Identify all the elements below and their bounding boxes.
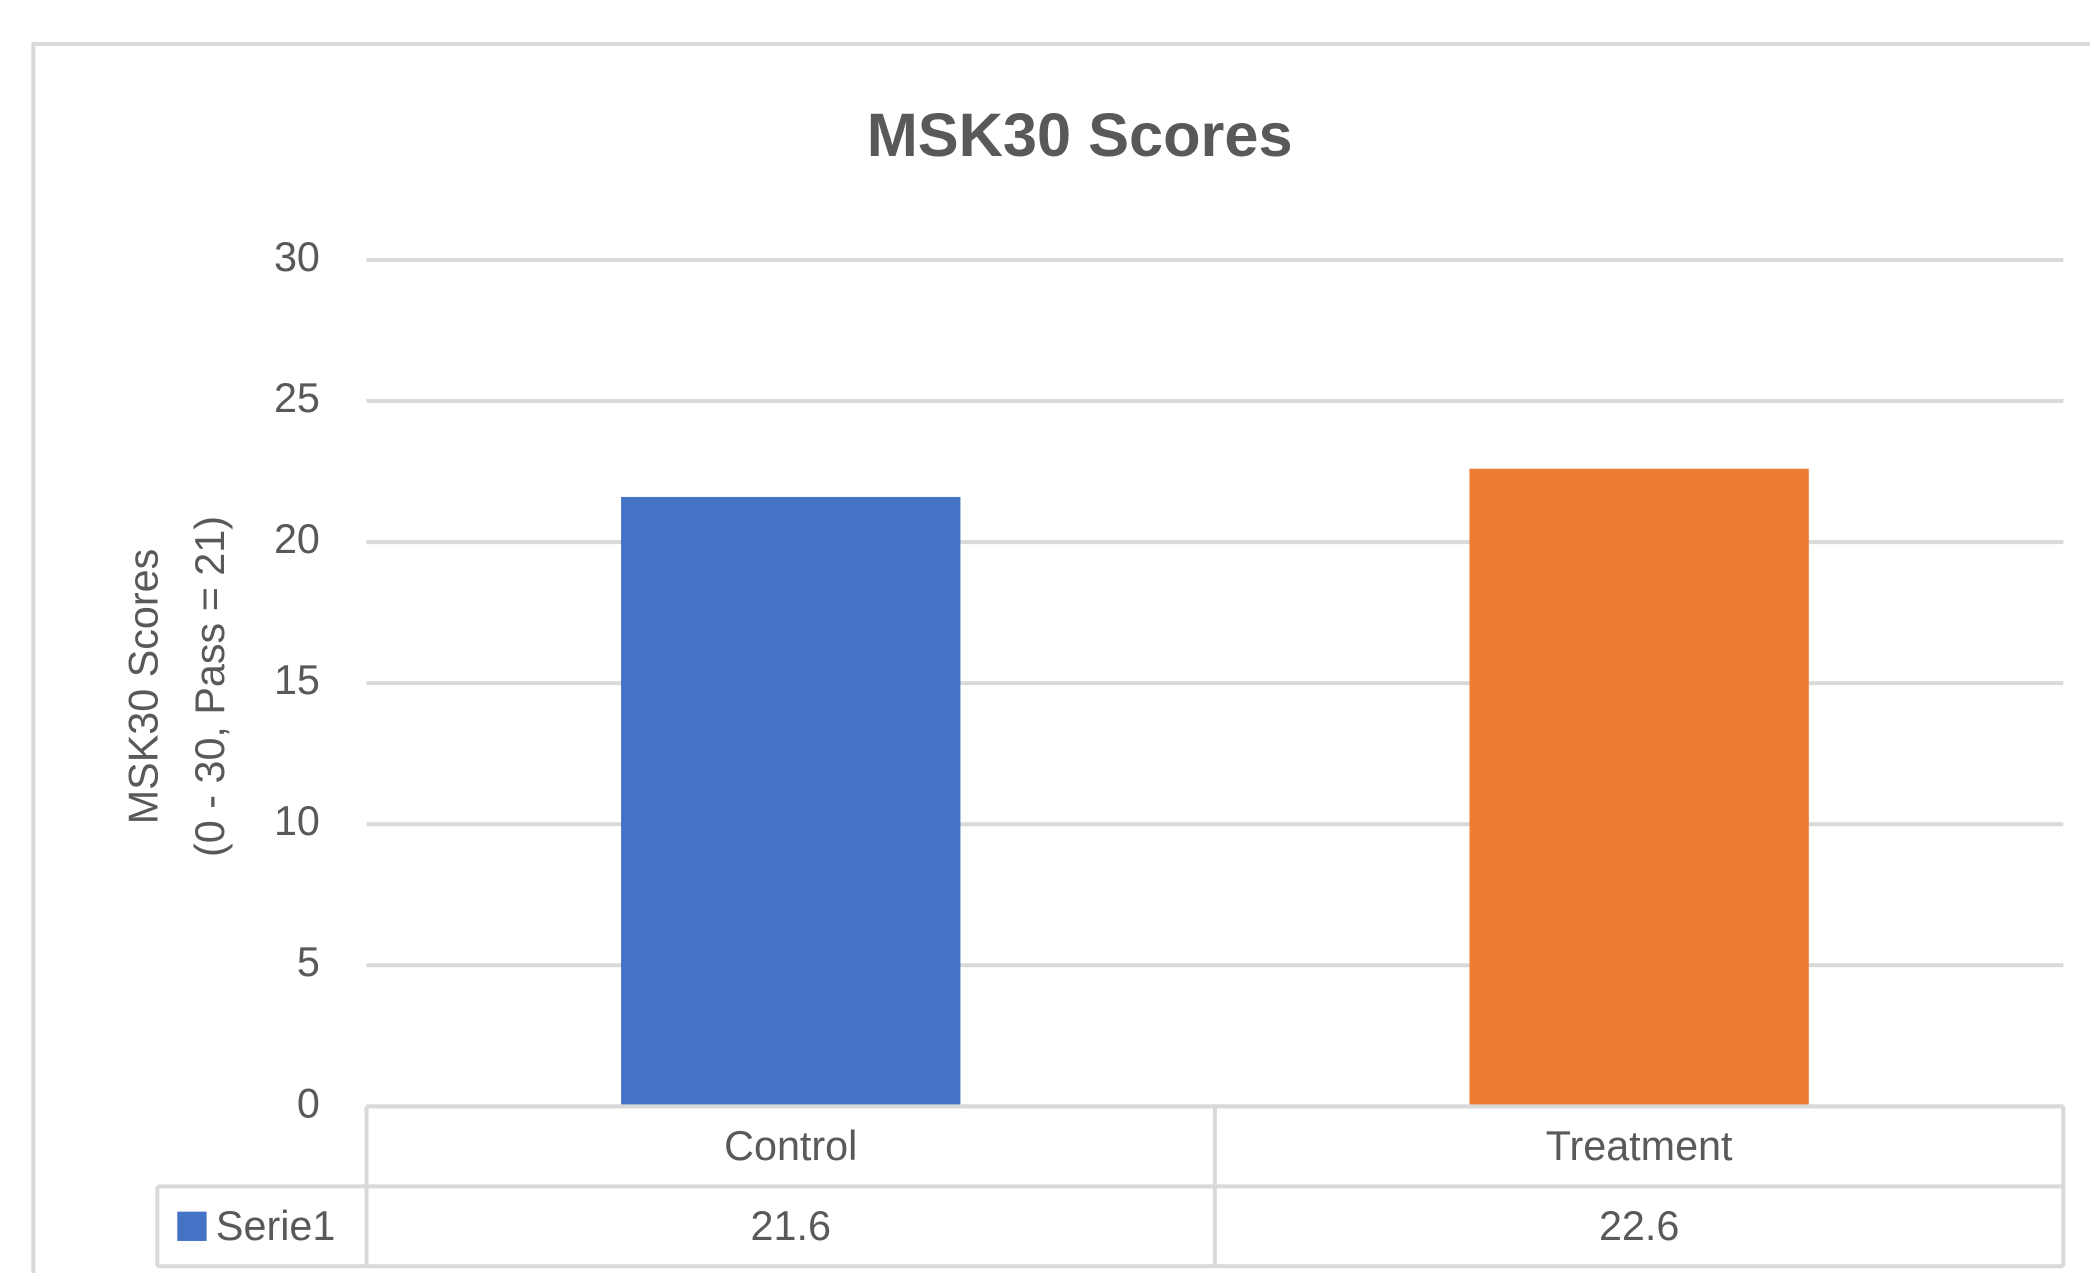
- x-tick-label: Control: [724, 1123, 857, 1169]
- y-axis-title: MSK30 Scores (0 - 30, Pass = 21): [121, 516, 234, 857]
- y-axis-title-line: (0 - 30, Pass = 21): [187, 516, 233, 857]
- y-tick-label: 0: [297, 1080, 320, 1126]
- y-tick-label: 20: [274, 516, 320, 562]
- chart-title: MSK30 Scores: [867, 100, 1293, 169]
- x-tick-label: Treatment: [1546, 1123, 1733, 1169]
- bar: [621, 496, 961, 1107]
- y-tick-label: 25: [274, 375, 320, 421]
- legend-key: [177, 1211, 207, 1241]
- y-tick-label: 5: [297, 939, 320, 985]
- bar: [1469, 468, 1809, 1107]
- y-tick-label: 10: [274, 798, 320, 844]
- legend-label: Serie1: [216, 1203, 335, 1249]
- data-table-value: 22.6: [1599, 1203, 1679, 1249]
- y-axis-title-line: MSK30 Scores: [121, 549, 167, 825]
- y-tick-label: 15: [274, 657, 320, 703]
- data-table-value: 21.6: [751, 1203, 831, 1249]
- y-tick-label: 30: [274, 234, 320, 280]
